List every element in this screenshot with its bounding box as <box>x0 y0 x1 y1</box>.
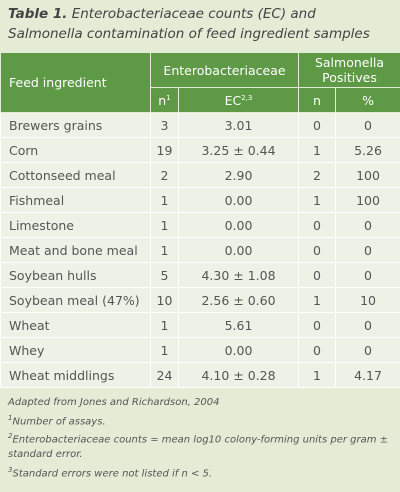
cell: 0 <box>335 237 400 263</box>
cell: 3 <box>150 112 179 138</box>
cell: 0.00 <box>177 237 300 263</box>
cell: 0 <box>335 212 400 238</box>
cell: Brewers grains <box>0 112 151 138</box>
footnote-text: Number of assays. <box>12 415 106 427</box>
cell: 2.90 <box>177 162 300 188</box>
cell: 2.56 ± 0.60 <box>177 287 300 313</box>
cell: 1 <box>150 237 179 263</box>
subheader-sup: 1 <box>166 93 171 102</box>
header-cell: Salmonella Positives <box>298 52 400 88</box>
cell: 3.25 ± 0.44 <box>177 137 300 163</box>
row: Whey 1 0.00 0 0 <box>0 337 400 363</box>
title-label: Table 1. <box>8 6 68 22</box>
footnote-text: Enterobacteriaceae counts = mean log10 c… <box>8 434 389 461</box>
cell: 0 <box>298 212 337 238</box>
cell: 1 <box>150 337 179 363</box>
cell: 2 <box>150 162 179 188</box>
row: Fishmeal 1 0.00 1 100 <box>0 187 400 213</box>
row: Soybean hulls 5 4.30 ± 1.08 0 0 <box>0 262 400 288</box>
cell: Fishmeal <box>0 187 151 213</box>
cell: 0 <box>335 262 400 288</box>
row: Wheat middlings 24 4.10 ± 0.28 1 4.17 <box>0 362 400 388</box>
cell: 1 <box>298 187 337 213</box>
cell: Limestone <box>0 212 151 238</box>
subheader-sup: 2,3 <box>241 93 253 102</box>
cell: 1 <box>150 187 179 213</box>
cell: Meat and bone meal <box>0 237 151 263</box>
header-cell: Enterobacteriaceae <box>149 52 300 88</box>
row: Meat and bone meal 1 0.00 0 0 <box>0 237 400 263</box>
subheader-cell: % <box>335 87 400 113</box>
footnote-text: Adapted from Jones and Richardson, 2004 <box>8 397 220 408</box>
footnote: 2Enterobacteriaceae counts = mean log10 … <box>8 429 392 462</box>
subheader-cell: n1 <box>150 87 179 113</box>
row: Wheat 1 5.61 0 0 <box>0 312 400 338</box>
footnote-text: Standard errors were not listed if n < 5… <box>12 467 213 479</box>
title: Table 1. Enterobacteriaceae counts (EC) … <box>0 0 400 52</box>
cell: 1 <box>150 312 179 338</box>
cell: 100 <box>335 187 400 213</box>
cell: 5.61 <box>177 312 300 338</box>
cell: 0 <box>335 312 400 338</box>
subheader-cell: EC2,3 <box>177 87 300 113</box>
cell: 0 <box>335 337 400 363</box>
cell: 0 <box>298 337 337 363</box>
cell: 1 <box>298 362 337 388</box>
cell: 10 <box>150 287 179 313</box>
footnote: Adapted from Jones and Richardson, 2004 <box>8 396 392 411</box>
header-cell: Feed ingredient <box>0 52 151 113</box>
subheader-text: n <box>158 92 167 108</box>
cell: Wheat <box>0 312 151 338</box>
cell: Soybean hulls <box>0 262 151 288</box>
cell: 24 <box>150 362 179 388</box>
footnote-sup: 2 <box>8 432 13 441</box>
cell: 3.01 <box>177 112 300 138</box>
cell: 2 <box>298 162 337 188</box>
table: Feed ingredient Enterobacteriaceae Salmo… <box>0 52 400 388</box>
cell: 19 <box>150 137 179 163</box>
cell: 0.00 <box>177 187 300 213</box>
cell: 0 <box>298 237 337 263</box>
footnotes: Adapted from Jones and Richardson, 2004 1… <box>0 388 400 481</box>
cell: Whey <box>0 337 151 363</box>
cell: 1 <box>298 137 337 163</box>
cell: 1 <box>150 212 179 238</box>
cell: Wheat middlings <box>0 362 151 388</box>
subheader-text: EC <box>224 92 242 108</box>
cell: Corn <box>0 137 151 163</box>
footnote-sup: 1 <box>8 413 13 422</box>
subheader-text: % <box>362 92 374 108</box>
cell: 4.30 ± 1.08 <box>177 262 300 288</box>
cell: 0.00 <box>177 212 300 238</box>
cell: Cottonseed meal <box>0 162 151 188</box>
row: Brewers grains 3 3.01 0 0 <box>0 112 400 138</box>
row: Corn 19 3.25 ± 0.44 1 5.26 <box>0 137 400 163</box>
cell: 4.10 ± 0.28 <box>177 362 300 388</box>
cell: 4.17 <box>335 362 400 388</box>
footnote: 1Number of assays. <box>8 411 392 430</box>
footnote: 3Standard errors were not listed if n < … <box>8 463 392 482</box>
cell: 10 <box>335 287 400 313</box>
cell: 5.26 <box>335 137 400 163</box>
row: Soybean meal (47%) 10 2.56 ± 0.60 1 10 <box>0 287 400 313</box>
cell: 0 <box>298 262 337 288</box>
row: Limestone 1 0.00 0 0 <box>0 212 400 238</box>
footnote-sup: 3 <box>8 465 13 474</box>
cell: 0.00 <box>177 337 300 363</box>
subheader-text: n <box>313 92 321 108</box>
row: Cottonseed meal 2 2.90 2 100 <box>0 162 400 188</box>
cell: Soybean meal (47%) <box>0 287 151 313</box>
title-text: Enterobacteriaceae counts (EC) and Salmo… <box>8 6 370 42</box>
subheader-cell: n <box>298 87 337 113</box>
cell: 0 <box>298 312 337 338</box>
cell: 1 <box>298 287 337 313</box>
cell: 0 <box>335 112 400 138</box>
cell: 0 <box>298 112 337 138</box>
cell: 5 <box>150 262 179 288</box>
cell: 100 <box>335 162 400 188</box>
